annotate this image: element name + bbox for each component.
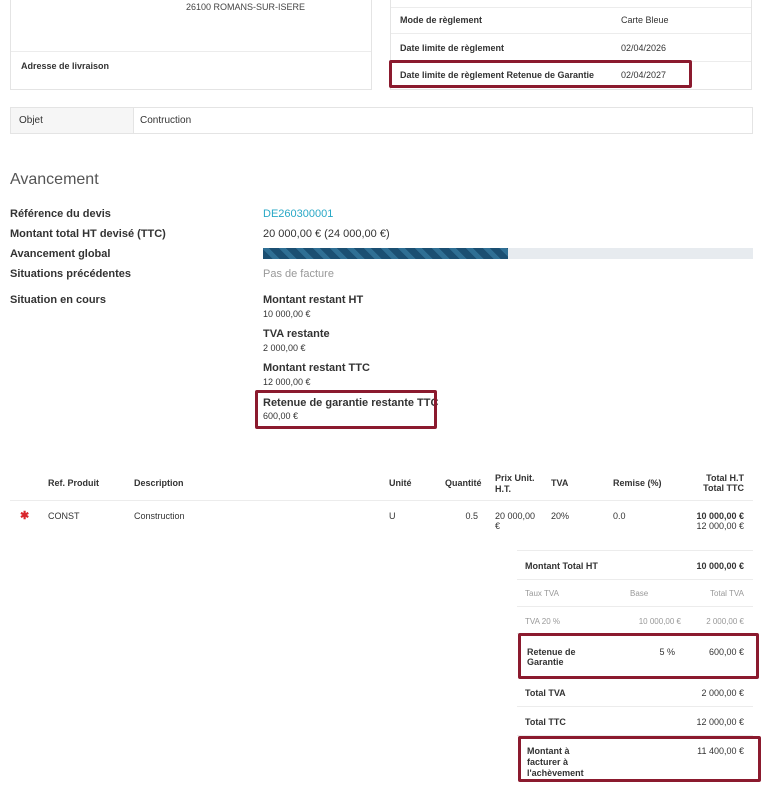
remaining-tva-value: 2 000,00 € xyxy=(263,343,306,353)
remaining-ttc-label: Montant restant TTC xyxy=(263,362,370,374)
divider xyxy=(517,579,753,580)
divider xyxy=(391,33,751,34)
total-tva-value: 2 000,00 € xyxy=(701,688,744,698)
retention-amount: 600,00 € xyxy=(708,647,744,657)
object-label: Objet xyxy=(19,115,43,126)
col-header-total-ttc: Total TTC xyxy=(703,483,744,493)
remaining-tva-label: TVA restante xyxy=(263,328,330,340)
col-header-unit-price: Prix Unit. xyxy=(495,473,535,483)
object-value: Contruction xyxy=(140,115,192,126)
address-panel: 26100 ROMANS-SUR-ISERE Adresse de livrai… xyxy=(10,0,372,90)
row-ref: CONST xyxy=(48,511,80,521)
current-situation-label: Situation en cours xyxy=(10,294,106,306)
section-title-progress: Avancement xyxy=(10,171,99,188)
address-city-line: 26100 ROMANS-SUR-ISERE xyxy=(186,2,306,12)
tva-rate-header: Taux TVA xyxy=(525,589,559,598)
remaining-ht-label: Montant restant HT xyxy=(263,294,364,306)
payment-mode-value: Carte Bleue xyxy=(621,15,669,25)
quote-total-label: Montant total HT devisé (TTC) xyxy=(10,228,166,240)
col-header-discount: Remise (%) xyxy=(613,478,662,488)
col-header-unit-price-ht: H.T. xyxy=(495,484,512,494)
retention-label-line2: Garantie xyxy=(527,657,564,667)
delivery-address-label: Adresse de livraison xyxy=(21,61,110,71)
highlight-retention-total xyxy=(518,633,759,679)
row-unit-price: 20 000,00 xyxy=(495,511,536,521)
divider xyxy=(11,51,371,52)
col-header-ref: Ref. Produit xyxy=(48,478,99,488)
divider xyxy=(391,7,751,8)
payment-panel: Mode de règlement Carte Bleue Date limit… xyxy=(390,0,752,90)
tva20-label: TVA 20 % xyxy=(525,617,560,626)
retention-deadline-label: Date limite de règlement Retenue de Gara… xyxy=(400,70,595,80)
col-header-description: Description xyxy=(134,478,184,488)
total-tva-label: Total TVA xyxy=(525,688,566,698)
row-tva: 20% xyxy=(551,511,570,521)
payment-deadline-label: Date limite de règlement xyxy=(400,43,505,53)
to-invoice-label-line1: Montant à xyxy=(527,746,570,756)
object-label-cell xyxy=(11,108,134,133)
object-row: Objet Contruction xyxy=(10,107,753,134)
previous-situations-label: Situations précédentes xyxy=(10,268,132,280)
col-header-quantity: Quantité xyxy=(445,478,482,488)
quote-ref-label: Référence du devis xyxy=(10,208,111,220)
tva20-total: 2 000,00 € xyxy=(706,617,744,626)
tva20-base: 10 000,00 € xyxy=(638,617,681,626)
highlight-retention-remaining xyxy=(255,390,437,429)
total-ht-value: 10 000,00 € xyxy=(696,561,744,571)
tva-total-header: Total TVA xyxy=(710,589,744,598)
table-header-divider xyxy=(10,500,753,501)
row-total-ttc: 12 000,00 € xyxy=(696,521,744,531)
col-header-total-ht: Total H.T xyxy=(706,473,744,483)
global-progress-label: Avancement global xyxy=(10,248,111,260)
highlight-to-invoice xyxy=(518,736,761,782)
col-header-unit: Unité xyxy=(389,478,412,488)
global-progress-fill xyxy=(263,248,508,259)
payment-deadline-value: 02/04/2026 xyxy=(621,43,667,53)
divider xyxy=(517,706,753,707)
tva-base-header: Base xyxy=(630,589,649,598)
retention-remaining-label: Retenue de garantie restante TTC xyxy=(263,397,439,409)
retention-label-line1: Retenue de xyxy=(527,647,576,657)
retention-remaining-value: 600,00 € xyxy=(263,411,299,421)
row-unit-price-currency: € xyxy=(495,521,501,531)
col-header-tva: TVA xyxy=(551,478,569,488)
quote-total-value: 20 000,00 € (24 000,00 €) xyxy=(263,228,390,240)
required-marker-icon: ✱ xyxy=(20,510,30,522)
total-ttc-label: Total TTC xyxy=(525,717,566,727)
divider xyxy=(517,606,753,607)
row-unit: U xyxy=(389,511,396,521)
row-total-ht: 10 000,00 € xyxy=(696,511,744,521)
global-progress-bar xyxy=(263,248,753,259)
total-ttc-value: 12 000,00 € xyxy=(696,717,744,727)
highlight-retention-deadline xyxy=(389,60,692,88)
total-ht-label: Montant Total HT xyxy=(525,561,598,571)
payment-mode-label: Mode de règlement xyxy=(400,15,483,25)
remaining-ht-value: 10 000,00 € xyxy=(263,309,311,319)
to-invoice-label-line2: facturer à xyxy=(527,757,569,767)
divider xyxy=(517,735,753,736)
retention-rate: 5 % xyxy=(659,647,675,657)
row-description: Construction xyxy=(134,511,185,521)
previous-situations-value: Pas de facture xyxy=(263,268,334,280)
quote-ref-link[interactable]: DE260300001 xyxy=(263,208,334,220)
row-quantity: 0.5 xyxy=(465,511,478,521)
retention-deadline-value: 02/04/2027 xyxy=(621,70,667,80)
divider xyxy=(517,550,753,551)
to-invoice-label-line3: l'achèvement xyxy=(527,768,584,778)
remaining-ttc-value: 12 000,00 € xyxy=(263,377,311,387)
row-discount: 0.0 xyxy=(613,511,626,521)
to-invoice-value: 11 400,00 € xyxy=(697,746,744,756)
